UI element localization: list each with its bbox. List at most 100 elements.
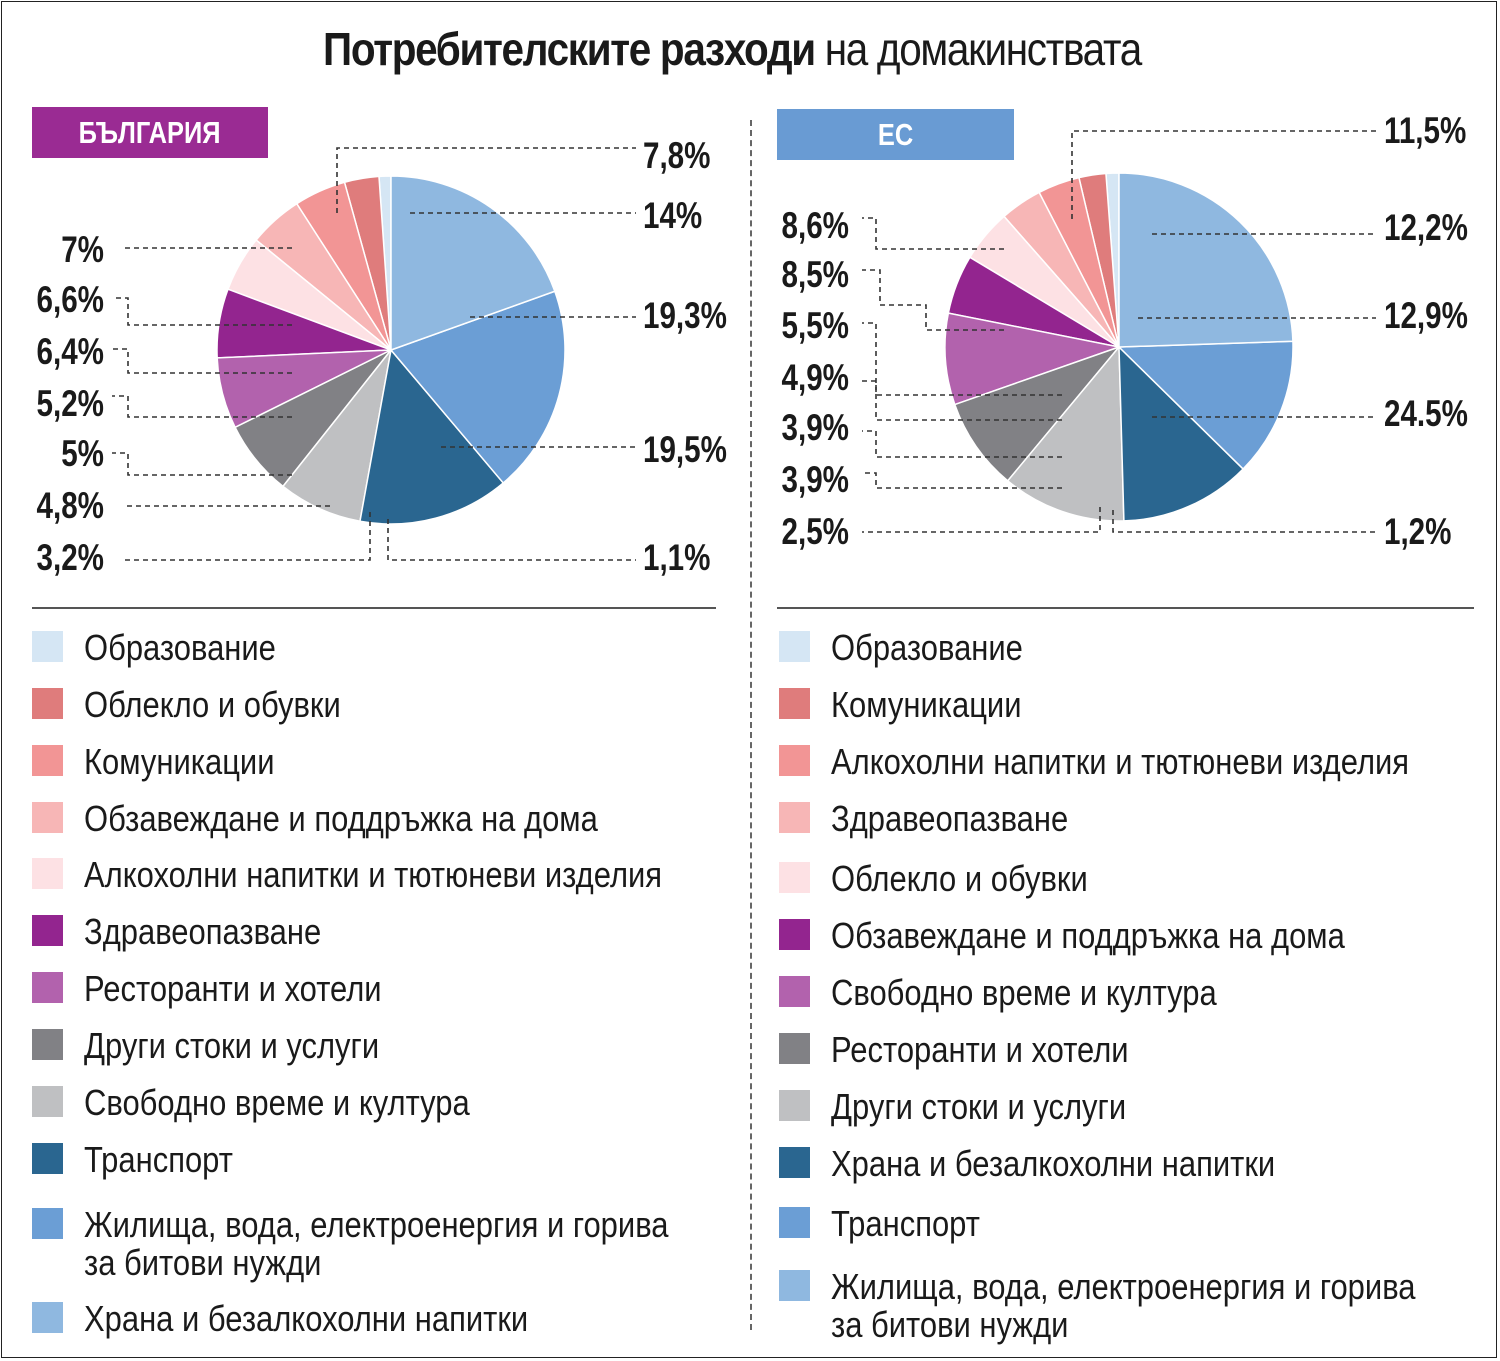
legend-label: Комуникации bbox=[831, 684, 1022, 725]
legend-swatch bbox=[779, 802, 810, 833]
bg-slice-9 bbox=[359, 348, 505, 525]
bg-pct-label-4: 5,2% bbox=[37, 384, 104, 425]
bg-pct-label-0: 1,1% bbox=[643, 538, 710, 579]
bg-pct-label-3: 5% bbox=[61, 434, 104, 475]
bg-pct-label-7: 7% bbox=[61, 230, 104, 271]
legend-label: Здравеопазване bbox=[831, 798, 1069, 839]
legend-label: Здравеопазване bbox=[84, 911, 322, 952]
legend-swatch bbox=[779, 976, 810, 1007]
bg-pct-label-2: 4,8% bbox=[37, 486, 104, 527]
eu-pct-label-3: 3,9% bbox=[782, 408, 849, 449]
legend-label: Обзавеждане и поддръжка на дома bbox=[84, 798, 598, 839]
legend-label: Ресторанти и хотели bbox=[84, 968, 382, 1009]
legend-rule-bulgaria bbox=[32, 607, 716, 609]
eu-leaders bbox=[862, 130, 1376, 533]
eu-pct-label-1: 2,5% bbox=[782, 512, 849, 553]
eu-pct-label-2: 3,9% bbox=[782, 460, 849, 501]
eu-leader-1 bbox=[862, 507, 1101, 533]
legend-swatch bbox=[779, 1090, 810, 1121]
eu-slice-8 bbox=[1006, 344, 1125, 522]
legend-label: Храна и безалкохолни напитки bbox=[831, 1143, 1276, 1184]
eu-leader-7 bbox=[862, 217, 1004, 250]
eu-pct-label-8: 11,5% bbox=[1384, 111, 1466, 152]
bg-pct-label-6: 6,6% bbox=[37, 280, 104, 321]
legend-label: Облекло и обувки bbox=[84, 684, 341, 725]
bg-pct-label-5: 6,4% bbox=[37, 332, 104, 373]
legend-label: Обзавеждане и поддръжка на дома bbox=[831, 915, 1345, 956]
legend-label: Свободно време и култура bbox=[831, 972, 1217, 1013]
legend-label: Транспорт bbox=[831, 1203, 980, 1244]
eu-pct-label-10: 12,9% bbox=[1384, 296, 1468, 337]
legend-label: Транспорт bbox=[84, 1139, 233, 1180]
eu-leader-3 bbox=[862, 430, 1062, 458]
badge-bulgaria: БЪЛГАРИЯ bbox=[32, 107, 268, 158]
bg-leader-3 bbox=[112, 452, 292, 476]
bg-pct-label-11: 19,5% bbox=[643, 430, 727, 471]
column-divider bbox=[750, 120, 752, 1330]
legend-label: Жилища, вода, електроенергия и горива за … bbox=[831, 1266, 1416, 1345]
legend-swatch bbox=[32, 972, 63, 1003]
legend-swatch bbox=[32, 915, 63, 946]
title-normal-part: на домакинствата bbox=[824, 23, 1143, 75]
legend-label: Свободно време и култура bbox=[84, 1082, 470, 1123]
eu-pct-label-7: 8,6% bbox=[782, 206, 849, 247]
bg-pct-label-9: 14% bbox=[643, 196, 702, 237]
bg-slice-11 bbox=[390, 175, 556, 352]
legend-swatch bbox=[32, 688, 63, 719]
legend-swatch bbox=[32, 1086, 63, 1117]
page-title: Потребителските разходи на домакинствата bbox=[88, 22, 1376, 76]
eu-pct-label-11: 24.5% bbox=[1384, 394, 1468, 435]
eu-pct-label-0: 1,2% bbox=[1384, 512, 1451, 553]
eu-leader-8 bbox=[1071, 130, 1376, 219]
eu-slice-9 bbox=[1118, 345, 1245, 522]
legend-label: Ресторанти и хотели bbox=[831, 1029, 1129, 1070]
legend-swatch bbox=[779, 745, 810, 776]
legend-label: Алкохолни напитки и тютюневи изделия bbox=[84, 854, 663, 895]
legend-swatch bbox=[779, 1270, 810, 1301]
legend-label: Алкохолни напитки и тютюневи изделия bbox=[831, 741, 1410, 782]
title-bold-part: Потребителските разходи bbox=[323, 23, 816, 75]
eu-slice-10 bbox=[1117, 340, 1294, 471]
bg-leaders bbox=[112, 147, 636, 561]
badge-eu: ЕС bbox=[777, 109, 1014, 160]
legend-label: Комуникации bbox=[84, 741, 275, 782]
eu-slice-11 bbox=[1118, 172, 1294, 348]
eu-leader-2 bbox=[862, 472, 1062, 489]
legend-swatch bbox=[32, 1029, 63, 1060]
legend-label: Жилища, вода, електроенергия и горива за … bbox=[84, 1204, 669, 1283]
bg-leader-1 bbox=[124, 512, 371, 561]
bg-leader-8 bbox=[336, 147, 636, 213]
legend-swatch bbox=[32, 1208, 63, 1239]
bg-slice-10 bbox=[389, 290, 566, 484]
eu-leader-4 bbox=[862, 380, 1062, 421]
eu-pie bbox=[944, 172, 1294, 522]
legend-label: Други стоки и услуги bbox=[831, 1086, 1127, 1127]
eu-slice-6 bbox=[944, 312, 1122, 406]
eu-pct-label-9: 12,2% bbox=[1384, 208, 1468, 249]
legend-swatch bbox=[32, 1143, 63, 1174]
bg-leader-5 bbox=[112, 348, 292, 374]
eu-leader-5 bbox=[862, 322, 1062, 396]
legend-swatch bbox=[779, 631, 810, 662]
eu-leader-0 bbox=[1112, 510, 1376, 533]
eu-pct-label-4: 4,9% bbox=[782, 358, 849, 399]
legend-swatch bbox=[32, 745, 63, 776]
eu-leader-6 bbox=[862, 269, 1004, 331]
bg-leader-4 bbox=[112, 395, 292, 418]
legend-swatch bbox=[779, 1033, 810, 1064]
legend-swatch bbox=[779, 862, 810, 893]
eu-pct-label-5: 5,5% bbox=[782, 306, 849, 347]
bg-pct-label-10: 19,3% bbox=[643, 296, 727, 337]
bg-leader-6 bbox=[112, 297, 292, 326]
eu-pct-label-6: 8,5% bbox=[782, 255, 849, 296]
bg-pie bbox=[216, 175, 566, 525]
bg-pct-label-1: 3,2% bbox=[37, 538, 104, 579]
legend-swatch bbox=[779, 688, 810, 719]
legend-rule-eu bbox=[777, 607, 1474, 609]
bg-pct-label-8: 7,8% bbox=[643, 136, 710, 177]
legend-label: Образование bbox=[84, 627, 276, 668]
legend-label: Други стоки и услуги bbox=[84, 1025, 380, 1066]
legend-label: Облекло и обувки bbox=[831, 858, 1088, 899]
